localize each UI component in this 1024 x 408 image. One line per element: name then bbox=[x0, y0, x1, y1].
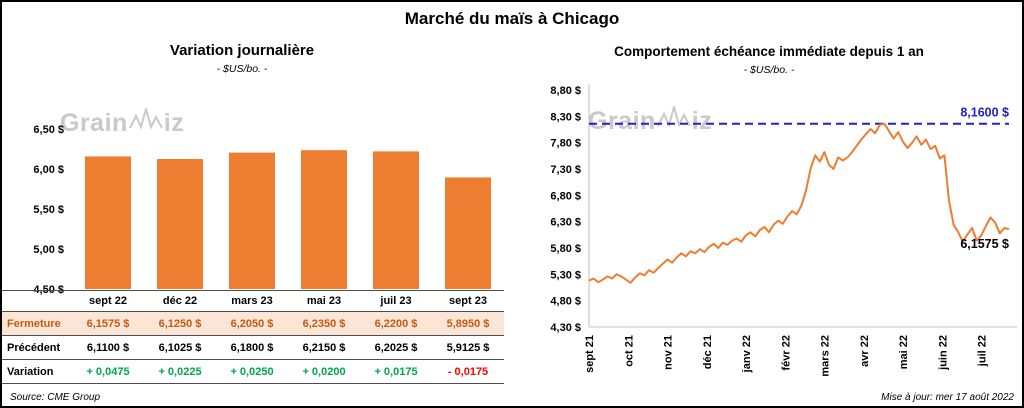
x-axis-tick-label: avr 22 bbox=[859, 335, 871, 367]
watermark-text-right: iz bbox=[163, 109, 185, 137]
bar-chart: 4,50 $5,00 $5,50 $6,00 $6,50 $ bbox=[33, 124, 491, 296]
value-cell: + 0,0250 bbox=[216, 359, 288, 384]
row-label: Variation bbox=[2, 359, 72, 384]
value-cell: 5,9125 $ bbox=[432, 335, 504, 360]
price-table-body: Fermeture 6,1575 $6,1250 $6,2050 $6,2350 … bbox=[2, 311, 504, 384]
x-axis-tick-label: févr 22 bbox=[780, 335, 792, 370]
y-axis-tick-label: 6,50 $ bbox=[33, 124, 64, 136]
x-axis-tick-label: oct 21 bbox=[623, 335, 635, 367]
watermark-zigzag-icon bbox=[656, 103, 691, 128]
grainwiz-watermark: Grain iz bbox=[588, 103, 713, 136]
value-cell: 6,2150 $ bbox=[288, 335, 360, 360]
month-column-header: mars 23 bbox=[216, 290, 288, 312]
y-axis-tick-label: 5,30 $ bbox=[550, 269, 581, 281]
line-chart: 4,30 $ 4,80 $ 5,30 $ 5,80 $ 6,30 $ 6,80 $ 7,30… bbox=[550, 84, 1017, 377]
y-axis-tick-label: 4,80 $ bbox=[550, 296, 581, 308]
update-note: Mise à jour: mer 17 août 2022 bbox=[881, 392, 1014, 403]
price-line bbox=[588, 122, 1010, 284]
y-axis-tick-label: 6,80 $ bbox=[550, 190, 581, 202]
row-label: Fermeture bbox=[2, 311, 72, 336]
table-row-fermeture: Fermeture 6,1575 $6,1250 $6,2050 $6,2350 … bbox=[2, 311, 504, 336]
grainwiz-watermark: Grain iz bbox=[60, 105, 185, 138]
y-axis-tick-label: 7,30 $ bbox=[550, 164, 581, 176]
price-table-header-row: sept 22 déc 22 mars 23 mai 23 juil 23 sept 23 bbox=[2, 290, 504, 312]
x-axis-tick-label: mai 22 bbox=[898, 335, 910, 369]
bar-chart-subtitle: - $US/bo. - bbox=[216, 63, 268, 75]
value-cell: 6,2200 $ bbox=[360, 311, 432, 336]
bar-sept-23 bbox=[445, 177, 491, 289]
value-cell: 6,1100 $ bbox=[72, 335, 144, 360]
bar-chart-title: Variation journalière bbox=[169, 42, 315, 59]
x-axis-tick-label: juin 22 bbox=[937, 335, 949, 371]
x-axis-tick-label: sept 21 bbox=[584, 335, 596, 373]
x-axis-tick-label: nov 21 bbox=[663, 335, 675, 370]
row-label: Précédent bbox=[2, 335, 72, 360]
value-cell: 6,2050 $ bbox=[216, 311, 288, 336]
x-axis-tick-label: mars 22 bbox=[820, 335, 832, 377]
value-cell: + 0,0200 bbox=[288, 359, 360, 384]
y-axis-tick-label: 7,80 $ bbox=[550, 138, 581, 150]
y-axis-tick-label: 5,80 $ bbox=[550, 243, 581, 255]
last-value-label: 6,1575 $ bbox=[960, 237, 1009, 251]
y-axis-tick-label: 6,00 $ bbox=[33, 164, 64, 176]
watermark-text-left: Grain bbox=[588, 107, 656, 135]
value-cell: 6,1250 $ bbox=[144, 311, 216, 336]
price-table: sept 22 déc 22 mars 23 mai 23 juil 23 sept 23… bbox=[2, 290, 504, 384]
month-column-header: sept 22 bbox=[72, 290, 144, 312]
line-chart-subtitle: - $US/bo. - bbox=[743, 64, 795, 76]
watermark-text-left: Grain bbox=[60, 109, 128, 137]
price-table-head: sept 22 déc 22 mars 23 mai 23 juil 23 sept 23 bbox=[2, 290, 504, 312]
y-axis-tick-label: 5,50 $ bbox=[33, 204, 64, 216]
value-cell: 5,8950 $ bbox=[432, 311, 504, 336]
y-axis-tick-label: 4,30 $ bbox=[550, 322, 581, 334]
page-title: Marché du maïs à Chicago bbox=[404, 9, 620, 28]
high-value-label: 8,1600 $ bbox=[960, 106, 1009, 120]
bar-mai-23 bbox=[301, 150, 347, 289]
source-note: Source: CME Group bbox=[10, 392, 101, 403]
month-column-header: déc 22 bbox=[144, 290, 216, 312]
bar-sept-22 bbox=[85, 156, 131, 289]
price-table-corner-cell bbox=[2, 290, 72, 312]
value-cell: + 0,0475 bbox=[72, 359, 144, 384]
line-chart-title: Comportement échéance immédiate depuis 1… bbox=[614, 44, 924, 59]
value-cell: 6,2350 $ bbox=[288, 311, 360, 336]
bar-déc-22 bbox=[157, 159, 203, 289]
x-axis-tick-label: janv 22 bbox=[741, 335, 753, 373]
value-cell: 6,1800 $ bbox=[216, 335, 288, 360]
value-cell: 6,1575 $ bbox=[72, 311, 144, 336]
x-axis-tick-label: déc 21 bbox=[702, 335, 714, 369]
bar-mars-23 bbox=[229, 152, 275, 289]
table-row-variation: Variation + 0,0475 + 0,0225 + 0,0250 + 0,020… bbox=[2, 359, 504, 384]
month-column-header: mai 23 bbox=[288, 290, 360, 312]
y-axis-tick-label: 8,30 $ bbox=[550, 111, 581, 123]
value-cell: + 0,0175 bbox=[360, 359, 432, 384]
value-cell: - 0,0175 bbox=[432, 359, 504, 384]
month-column-header: juil 23 bbox=[360, 290, 432, 312]
bar-juil-23 bbox=[373, 151, 419, 289]
x-axis-tick-label: juil 22 bbox=[977, 335, 989, 367]
value-cell: 6,1025 $ bbox=[144, 335, 216, 360]
value-cell: + 0,0225 bbox=[144, 359, 216, 384]
month-column-header: sept 23 bbox=[432, 290, 504, 312]
table-row-precedent: Précédent 6,1100 $6,1025 $6,1800 $6,2150 … bbox=[2, 335, 504, 360]
watermark-text-right: iz bbox=[691, 107, 713, 135]
y-axis-tick-label: 8,80 $ bbox=[550, 85, 581, 97]
value-cell: 6,2025 $ bbox=[360, 335, 432, 360]
y-axis-tick-label: 5,00 $ bbox=[33, 244, 64, 256]
y-axis-tick-label: 6,30 $ bbox=[550, 217, 581, 229]
watermark-zigzag-icon bbox=[128, 105, 163, 130]
